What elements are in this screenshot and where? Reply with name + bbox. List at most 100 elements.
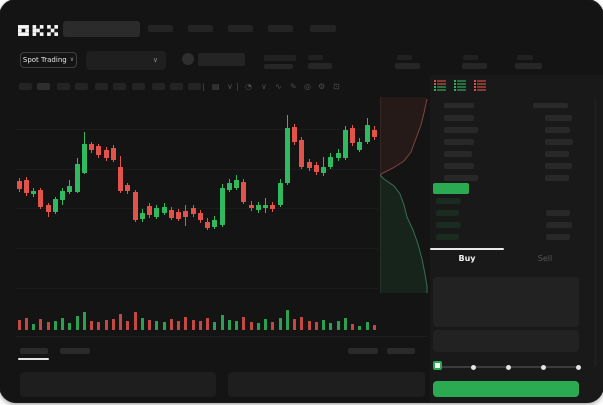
ask-amount [545, 115, 572, 121]
depth-chart [380, 97, 428, 293]
candle-wick [323, 157, 324, 176]
bid-price-row[interactable] [436, 234, 459, 240]
glyph-line [477, 89, 486, 91]
volume-bar [191, 320, 195, 330]
bottom-tab[interactable] [60, 348, 90, 354]
candle [16, 181, 22, 189]
market-stat [463, 55, 478, 60]
order-amount-field[interactable] [433, 330, 579, 352]
pair-selector[interactable]: ∨ [86, 51, 166, 70]
timeframe-button[interactable] [75, 83, 88, 90]
nav-item[interactable] [228, 25, 253, 32]
volume-bar [169, 319, 173, 330]
bid-amount [546, 234, 570, 240]
green-row-glyph [434, 86, 446, 88]
tab-buy[interactable]: Buy [458, 254, 476, 263]
nav-item[interactable] [310, 25, 336, 32]
slider-stop[interactable] [540, 364, 546, 370]
timeframe-button[interactable] [170, 83, 183, 90]
orderbook-bids-view-button[interactable] [453, 79, 467, 92]
slider-stop[interactable] [505, 364, 511, 370]
candle [96, 146, 102, 155]
amount-slider-handle[interactable] [433, 361, 442, 370]
ask-price-row[interactable] [444, 115, 474, 121]
candle [299, 140, 305, 167]
nav-item[interactable] [148, 25, 173, 32]
gridline [15, 169, 378, 170]
order-price-field[interactable] [433, 277, 579, 327]
slider-stop[interactable] [470, 364, 476, 370]
ask-price-row[interactable] [444, 163, 474, 169]
timeframe-button[interactable] [19, 83, 32, 90]
buy-button[interactable] [433, 381, 579, 397]
chevron-down-icon[interactable]: ∨ [227, 82, 233, 91]
market-stat [264, 64, 293, 69]
bottom-tab[interactable] [20, 348, 48, 354]
volume-bar [104, 320, 108, 330]
tab-sell[interactable]: Sell [537, 254, 553, 263]
market-stat [308, 55, 323, 60]
timeframe-button[interactable] [132, 83, 145, 90]
candle [306, 162, 312, 168]
candle [371, 130, 377, 137]
price-chart[interactable] [15, 97, 378, 337]
ask-price-row[interactable] [444, 127, 478, 133]
orderbook-asks-view-button[interactable] [473, 79, 487, 92]
last-price-badge [433, 183, 469, 194]
panel-scrollbar[interactable] [594, 99, 597, 367]
chart-style-icon[interactable]: ▤ [212, 82, 220, 91]
timeframe-button[interactable] [37, 83, 50, 90]
red-row-glyph [474, 89, 486, 91]
indicators-icon[interactable]: ◔ [245, 82, 252, 91]
line-type-icon[interactable]: ∿ [275, 82, 282, 91]
candle [190, 208, 196, 214]
chevron-down-icon: ∨ [69, 56, 75, 63]
volume-bar [126, 321, 130, 330]
draw-tool-icon[interactable]: ✎ [290, 82, 297, 91]
nav-item[interactable] [268, 25, 293, 32]
market-stat [395, 63, 420, 69]
market-stat [515, 63, 542, 69]
bid-price-row[interactable] [436, 222, 461, 228]
trading-mode-selector[interactable]: Spot Trading ∨ [20, 52, 77, 68]
orderbook-combined-view-button[interactable] [433, 79, 447, 92]
camera-icon[interactable]: ◎ [304, 82, 311, 91]
bid-price-row[interactable] [436, 198, 461, 204]
bottom-control[interactable] [348, 348, 378, 354]
green-row-glyph [454, 80, 466, 82]
nav-item[interactable] [188, 25, 213, 32]
ask-price-row[interactable] [444, 151, 472, 157]
timeframe-button[interactable] [95, 83, 108, 90]
candle [139, 213, 145, 219]
slider-stop[interactable] [575, 364, 581, 370]
orderbook-column-header [444, 103, 474, 108]
volume-bar [177, 321, 180, 330]
chevron-down-icon[interactable]: ∨ [261, 82, 267, 91]
red-row-glyph [474, 86, 486, 88]
bid-price-row[interactable] [436, 210, 459, 216]
volume-bar [264, 319, 267, 330]
okx-logo[interactable] [18, 22, 58, 36]
glyph-line [437, 86, 446, 88]
glyph-dot [434, 89, 436, 91]
fullscreen-icon[interactable]: ⊡ [333, 82, 340, 91]
ask-price-row[interactable] [444, 175, 478, 181]
settings-icon[interactable]: ⚙ [318, 82, 326, 91]
glyph-line [437, 89, 446, 91]
volume-bar [336, 321, 340, 330]
timeframe-button[interactable] [113, 83, 126, 90]
bottom-control[interactable] [387, 348, 415, 354]
volume-bar [140, 318, 144, 330]
candle [212, 220, 218, 227]
ask-price-row[interactable] [444, 139, 474, 145]
volume-bar [242, 317, 246, 330]
coin-icon [182, 53, 194, 65]
volume-bar [82, 312, 86, 330]
search-input[interactable] [63, 21, 140, 37]
timeframe-button[interactable] [57, 83, 70, 90]
timeframe-button[interactable] [188, 83, 201, 90]
volume-bar [285, 310, 289, 330]
volume-bar [32, 324, 35, 330]
timeframe-button[interactable] [152, 83, 165, 90]
candle [284, 128, 290, 183]
